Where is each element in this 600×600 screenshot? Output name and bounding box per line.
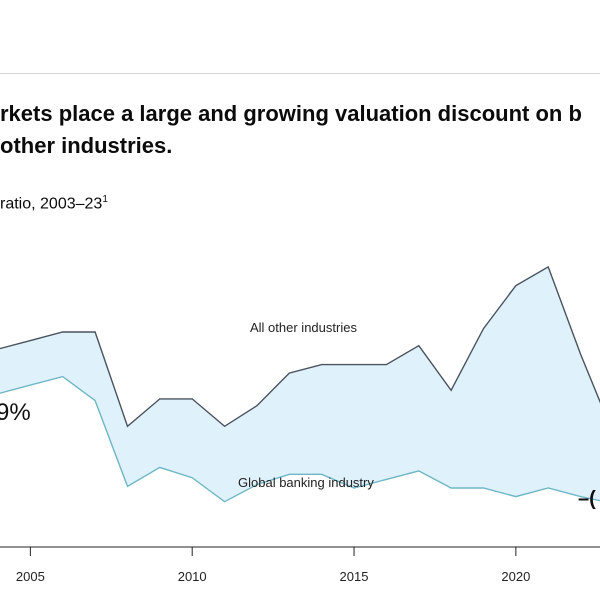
- series-line-global-banking-industry: [0, 375, 600, 503]
- chart-title-line-1: rkets place a large and growing valuatio…: [0, 101, 582, 126]
- x-tick-label-2010: 2010: [178, 569, 207, 584]
- footnote-marker: 1: [102, 194, 108, 205]
- series-label-all-other-industries: All other industries: [250, 320, 357, 335]
- x-tick-label-2005: 2005: [16, 569, 45, 584]
- top-divider: [0, 73, 600, 74]
- chart-subtitle: ratio, 2003–231: [0, 190, 108, 214]
- end-value-label: –(: [578, 488, 596, 510]
- gap-percentage-label: 9%: [0, 399, 31, 426]
- chart-title: rkets place a large and growing valuatio…: [0, 98, 600, 162]
- x-tick-label-2015: 2015: [340, 569, 369, 584]
- chart-subtitle-text: ratio, 2003–23: [0, 195, 103, 213]
- x-tick-label-2020: 2020: [501, 569, 530, 584]
- chart-title-line-2: other industries.: [0, 133, 173, 158]
- valuation-gap-area: [0, 266, 600, 502]
- x-axis-ticks: 2005 2010 2015 2020: [16, 547, 530, 584]
- series-line-all-other-industries: [0, 265, 600, 428]
- series-label-global-banking-industry: Global banking industry: [238, 475, 374, 490]
